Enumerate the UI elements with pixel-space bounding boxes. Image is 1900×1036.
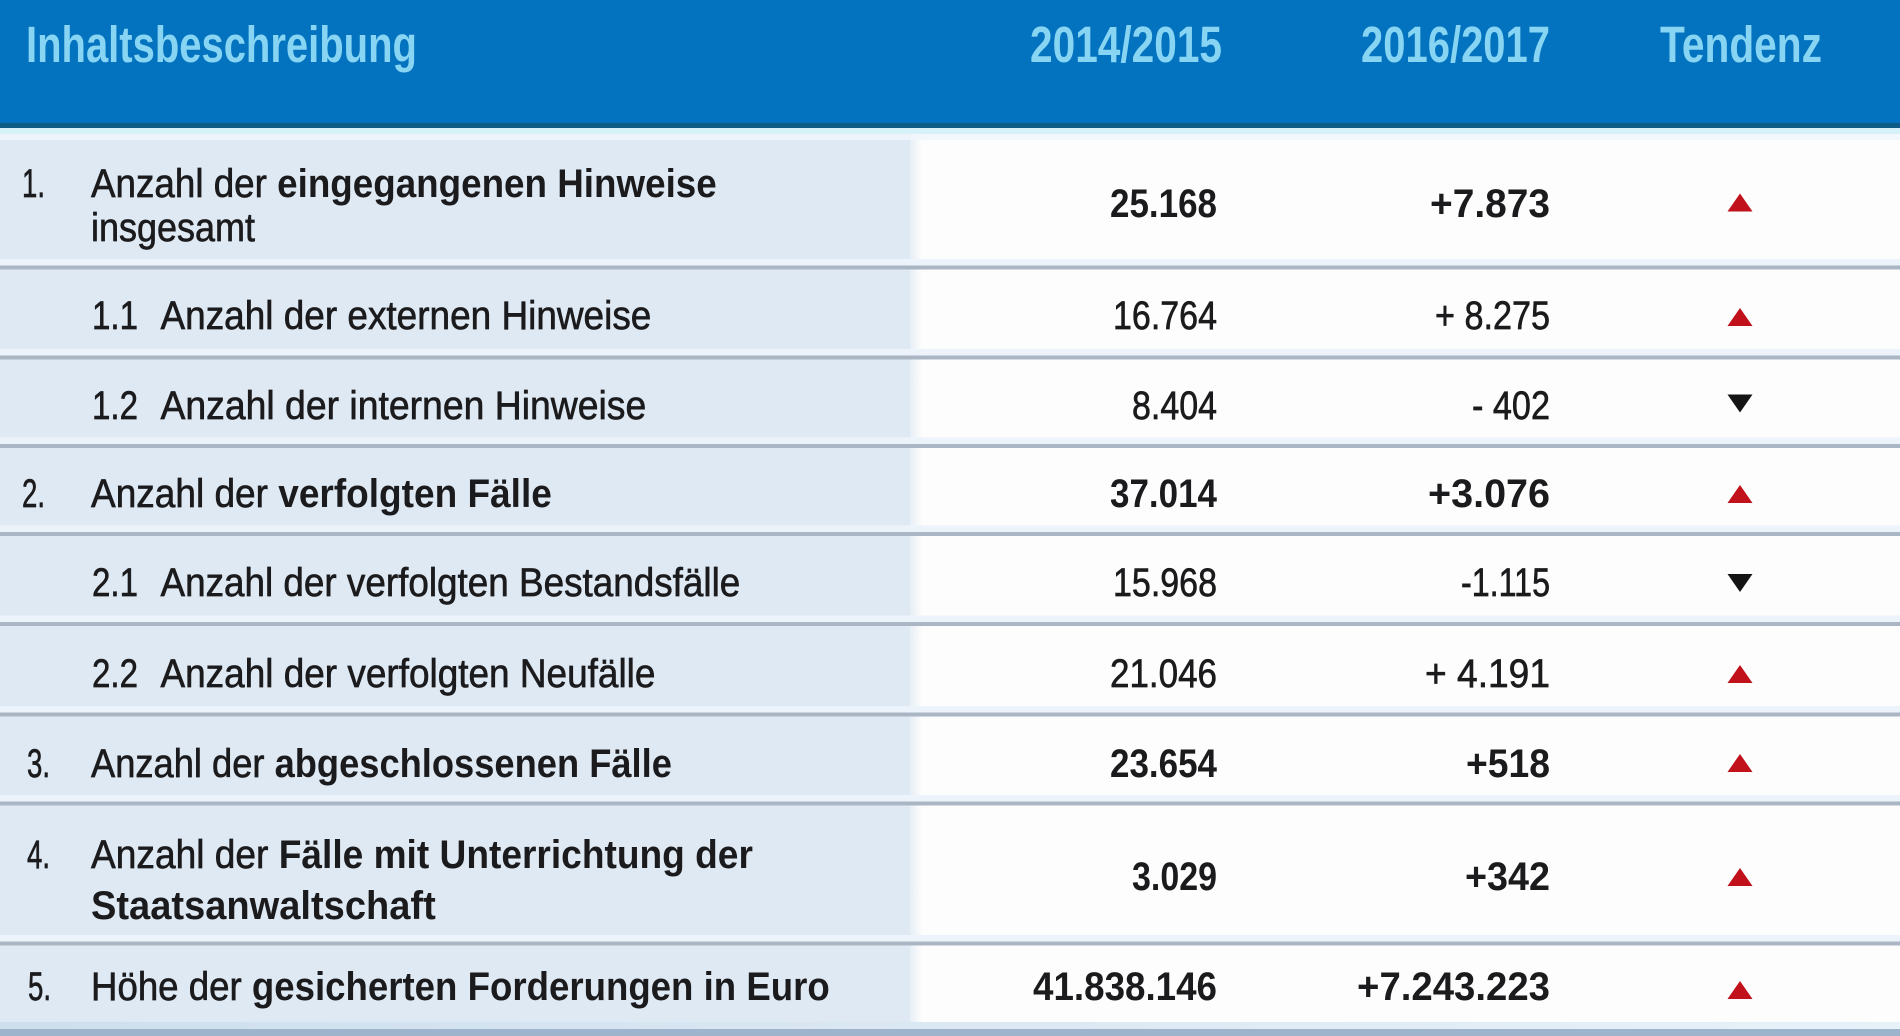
svg-text:4.: 4. xyxy=(27,833,50,877)
svg-text:Anzahl der Fälle mit Unterrich: Anzahl der Fälle mit Unterrichtung der xyxy=(91,833,753,878)
svg-text:Inhaltsbeschreibung: Inhaltsbeschreibung xyxy=(26,16,417,73)
svg-text:+7.243.223: +7.243.223 xyxy=(1357,965,1550,1009)
svg-text:2.1: 2.1 xyxy=(92,560,138,605)
svg-text:2016/2017: 2016/2017 xyxy=(1361,16,1550,73)
svg-text:+7.873: +7.873 xyxy=(1430,182,1550,227)
svg-text:25.168: 25.168 xyxy=(1110,181,1217,226)
svg-text:1.1: 1.1 xyxy=(92,293,138,338)
svg-text:+342: +342 xyxy=(1465,855,1550,899)
svg-text:+3.076: +3.076 xyxy=(1428,472,1550,516)
svg-text:Tendenz: Tendenz xyxy=(1660,16,1822,73)
svg-text:2.: 2. xyxy=(22,472,45,516)
svg-text:Anzahl der externen Hinweise: Anzahl der externen Hinweise xyxy=(161,294,652,339)
svg-text:Anzahl der internen Hinweise: Anzahl der internen Hinweise xyxy=(161,384,647,428)
svg-text:Anzahl der verfolgten Fälle: Anzahl der verfolgten Fälle xyxy=(91,472,552,517)
svg-text:16.764: 16.764 xyxy=(1113,292,1217,337)
svg-text:Anzahl der eingegangenen Hinwe: Anzahl der eingegangenen Hinweise xyxy=(91,162,717,207)
svg-text:Anzahl der verfolgten Neufälle: Anzahl der verfolgten Neufälle xyxy=(161,652,656,697)
svg-text:41.838.146: 41.838.146 xyxy=(1033,965,1217,1010)
svg-text:2.2: 2.2 xyxy=(92,651,138,696)
svg-text:insgesamt: insgesamt xyxy=(91,206,255,250)
svg-text:8.404: 8.404 xyxy=(1132,382,1217,427)
svg-text:+518: +518 xyxy=(1466,742,1550,786)
svg-text:Anzahl der verfolgten Bestands: Anzahl der verfolgten Bestandsfälle xyxy=(161,561,741,606)
svg-text:37.014: 37.014 xyxy=(1110,471,1217,516)
svg-text:5.: 5. xyxy=(28,965,51,1009)
svg-text:21.046: 21.046 xyxy=(1110,651,1217,696)
svg-text:Höhe der gesicherten Forderung: Höhe der gesicherten Forderungen in Euro xyxy=(91,965,830,1010)
svg-text:-1.115: -1.115 xyxy=(1461,560,1550,605)
svg-text:+ 8.275: + 8.275 xyxy=(1435,292,1550,337)
svg-text:- 402: - 402 xyxy=(1472,382,1550,427)
svg-text:23.654: 23.654 xyxy=(1110,741,1217,786)
svg-text:3.: 3. xyxy=(27,742,50,786)
svg-text:Staatsanwaltschaft: Staatsanwaltschaft xyxy=(91,884,436,928)
svg-text:1.2: 1.2 xyxy=(92,383,138,428)
svg-text:Anzahl der abgeschlossenen Fäl: Anzahl der abgeschlossenen Fälle xyxy=(91,741,672,786)
svg-text:15.968: 15.968 xyxy=(1113,559,1217,604)
svg-text:2014/2015: 2014/2015 xyxy=(1030,16,1222,74)
svg-text:3.029: 3.029 xyxy=(1132,853,1217,898)
svg-text:+ 4.191: + 4.191 xyxy=(1425,652,1550,697)
svg-text:1.: 1. xyxy=(22,162,45,206)
